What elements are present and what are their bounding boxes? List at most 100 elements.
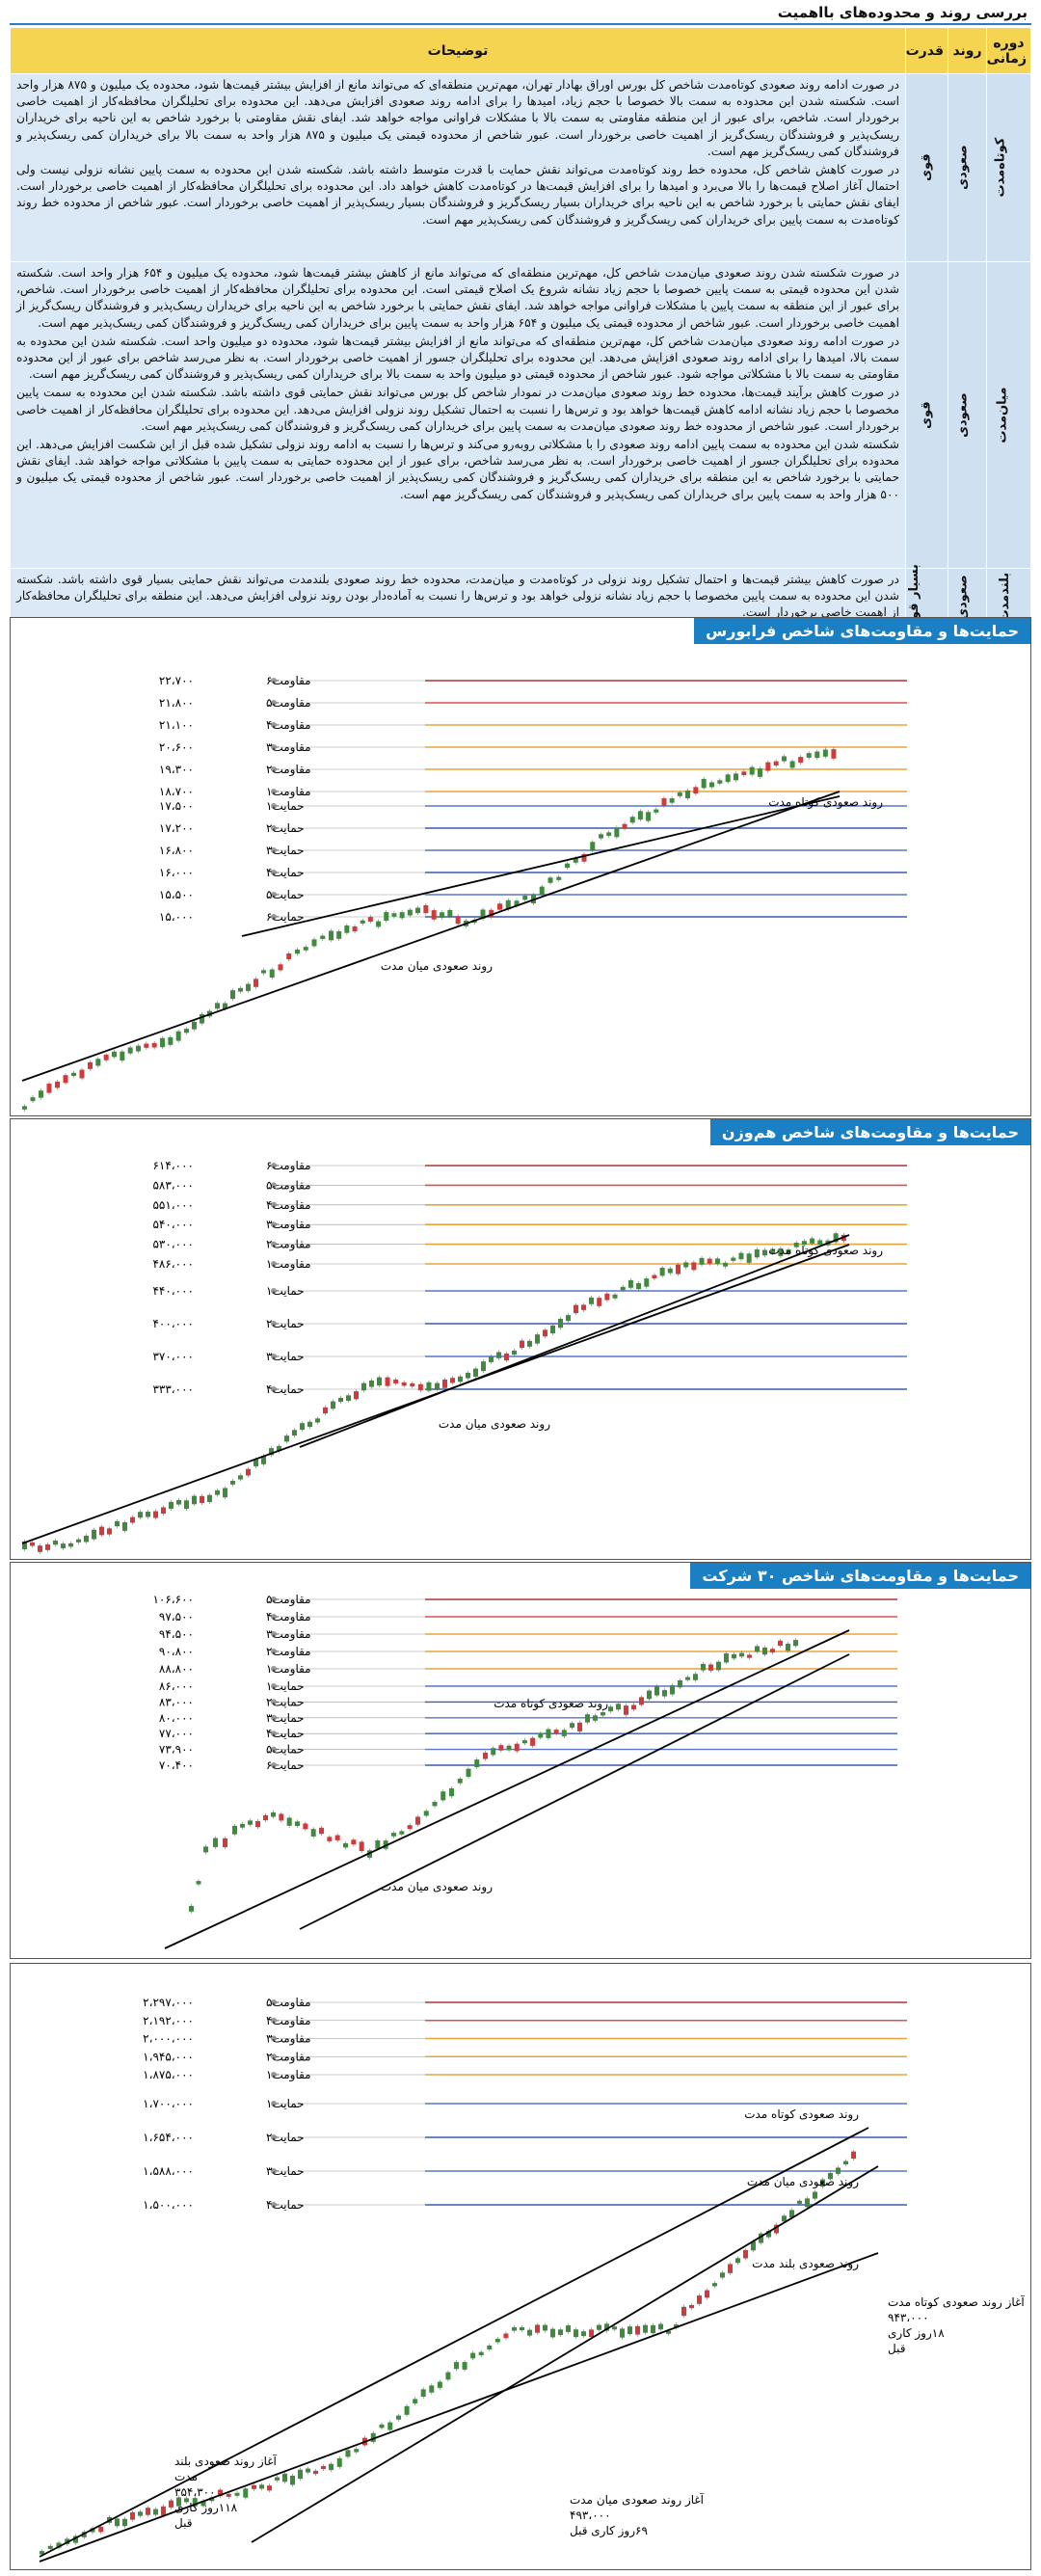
header-strength: قدرت	[905, 27, 948, 74]
candle-up	[701, 778, 707, 789]
candle-up	[361, 1382, 366, 1391]
candle-up	[261, 970, 266, 974]
candle-down	[597, 1298, 602, 1306]
candle-up	[489, 1356, 494, 1362]
leader-dot	[271, 1683, 277, 1689]
support-label: حمایت۳	[266, 2164, 305, 2178]
candle-up	[196, 1881, 201, 1885]
candle-down	[278, 964, 283, 971]
chart-title: حمایت‌ها و مقاومت‌های شاخص ۳۰ شرکت	[690, 1563, 1030, 1589]
support-label: حمایت۶	[266, 1758, 305, 1772]
candle-down	[79, 1069, 85, 1079]
candle-up	[112, 1051, 117, 1058]
candle-down	[851, 2151, 856, 2160]
candle-up	[71, 1072, 76, 1077]
candle-up	[717, 780, 723, 784]
candle-up	[662, 1690, 667, 1697]
candle-up	[379, 2424, 385, 2428]
support-label: حمایت۳	[266, 1350, 305, 1363]
candle-down	[773, 761, 779, 766]
candle-up	[701, 1663, 706, 1671]
candle-up	[207, 1494, 212, 1503]
leader-dot	[271, 1649, 277, 1654]
candle-up	[749, 766, 755, 775]
candle-up	[384, 912, 389, 922]
candle-up	[778, 1248, 784, 1256]
candle-down	[279, 1813, 284, 1821]
candle-down	[498, 1745, 504, 1751]
candle-up	[200, 1013, 204, 1024]
candle-down	[103, 1054, 109, 1060]
candle-up	[396, 2415, 401, 2420]
trend-line	[21, 791, 841, 1082]
resistance-label: مقاومت۶	[266, 1159, 311, 1173]
candle-down	[520, 1340, 524, 1349]
header-trend: روند	[948, 27, 987, 74]
candle-up	[616, 1704, 621, 1710]
trend-label: روند صعودی کوتاه مدت	[744, 2107, 859, 2122]
candle-up	[175, 1031, 181, 1041]
candle-down	[778, 1640, 783, 1647]
support-value: ۱،۵۸۸،۰۰۰	[143, 2164, 194, 2178]
candle-up	[614, 827, 620, 838]
candle-up	[437, 2381, 442, 2388]
candle-up	[566, 1315, 571, 1322]
leader-dot	[271, 1386, 277, 1392]
candle-up	[184, 2498, 189, 2503]
candle-up	[192, 1021, 197, 1030]
candle-down	[770, 1649, 775, 1653]
candle-up	[73, 2536, 78, 2543]
candle-down	[367, 917, 373, 922]
resistance-label: مقاومت۵	[266, 1593, 311, 1607]
candle-up	[215, 1489, 220, 1495]
candle-up	[307, 1421, 312, 1428]
resistance-value: ۱۰۶،۶۰۰	[152, 1593, 194, 1606]
trend-label: روند صعودی کوتاه مدت	[768, 795, 883, 810]
leader-dot	[271, 1354, 277, 1359]
candle-up	[84, 1535, 89, 1543]
candle-down	[246, 1468, 251, 1476]
candle-up	[806, 753, 812, 758]
candle-up	[674, 2324, 679, 2328]
support-label: حمایت۱	[266, 2097, 305, 2110]
resistance-label: مقاومت۶	[266, 674, 311, 688]
support-label: حمایت۲	[266, 1317, 305, 1330]
candle-up	[243, 2488, 249, 2498]
candle-down	[622, 823, 627, 829]
trend-start-annotation: قبل	[888, 2342, 905, 2355]
trend-line	[241, 795, 841, 937]
support-label: حمایت۴	[266, 1382, 305, 1396]
candle-down	[707, 1258, 712, 1264]
candle-up	[423, 1811, 429, 1816]
candle-down	[450, 1378, 455, 1383]
trend-start-annotation: ۳۵۴،۳۰۰	[174, 2485, 216, 2499]
resistance-label: مقاومت۲	[266, 1645, 311, 1659]
candle-up	[522, 896, 528, 900]
leader-dot	[271, 722, 277, 728]
chart-svg: مقاومت۵ ۲،۲۹۷،۰۰۰ مقاومت۴ ۲،۱۹۲،۰۰۰ مقاومت۳ ۲…	[39, 1996, 1025, 2563]
chart-total-index: مقاومت۵ ۲،۲۹۷،۰۰۰ مقاومت۴ ۲،۱۹۲،۰۰۰ مقاومت۳ ۲…	[10, 1963, 1031, 2570]
candle-up	[608, 1706, 613, 1712]
candle-up	[573, 857, 578, 863]
candle-up	[420, 2389, 426, 2398]
resistance-label: مقاومت۲	[266, 2050, 311, 2064]
chart-hamvazn: حمایت‌ها و مقاومت‌های شاخص هم‌وزن مقاومت…	[10, 1118, 1031, 1560]
candle-up	[331, 1401, 335, 1409]
candle-up	[234, 2492, 240, 2496]
candle-up	[620, 2328, 625, 2338]
candle-up	[520, 2326, 524, 2331]
candle-down	[130, 1516, 135, 1523]
candle-up	[160, 1037, 165, 1048]
resistance-value: ۲۲،۷۰۰	[159, 674, 194, 687]
candle-up	[338, 1397, 343, 1403]
resistance-label: مقاومت۵	[266, 1178, 311, 1193]
candle-up	[336, 2457, 342, 2467]
resistance-value: ۹۴،۵۰۰	[159, 1627, 194, 1641]
candle-up	[203, 1846, 208, 1853]
candle-down	[741, 771, 747, 775]
candle-up	[303, 947, 308, 951]
candle-down	[38, 1545, 42, 1552]
candle-up	[786, 1249, 791, 1254]
candle-up	[311, 939, 317, 947]
resistance-label: مقاومت۱	[266, 2068, 311, 2082]
